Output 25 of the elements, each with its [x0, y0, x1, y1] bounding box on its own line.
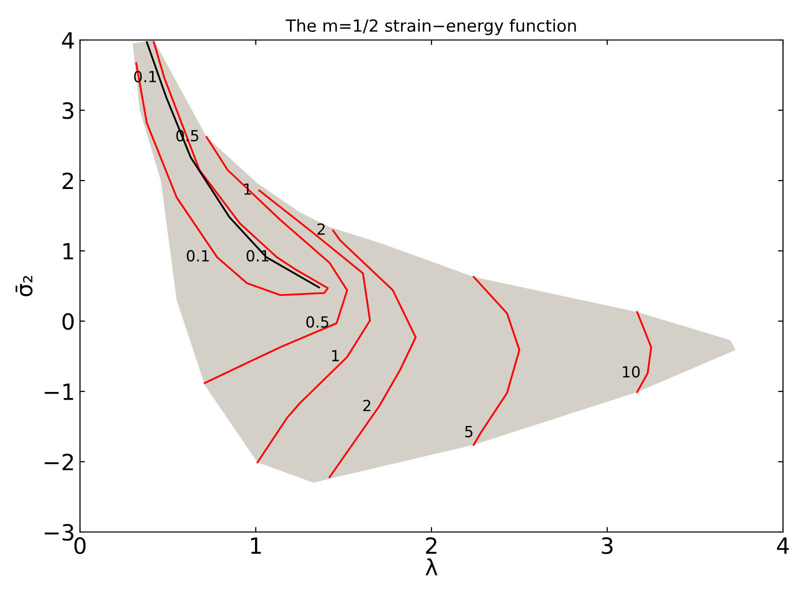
annotation: 2 — [363, 400, 370, 412]
line-series — [472, 276, 520, 446]
y-axis-title: σ̄₂ — [16, 276, 33, 296]
annotation: 0.1 — [186, 250, 209, 262]
annotation: 0.5 — [306, 316, 328, 328]
annotation: 2 — [318, 223, 325, 235]
y-tick-label: 0 — [62, 313, 74, 330]
x-axis-title: λ — [426, 558, 438, 576]
y-tick-label: 2 — [62, 172, 73, 190]
annotation: 10 — [622, 366, 640, 378]
y-tick-label: 1 — [63, 243, 74, 260]
x-tick-label: 0 — [74, 537, 86, 554]
annotation: 1 — [332, 350, 339, 362]
annotation: 5 — [465, 426, 472, 438]
x-tick-label: 4 — [777, 538, 789, 554]
line-series — [328, 230, 417, 478]
x-tick-label: 1 — [251, 538, 261, 554]
y-tick-label: 4 — [62, 32, 74, 48]
chart-title: The m=1/2 strain−energy function — [286, 19, 576, 36]
x-tick-label: 2 — [426, 537, 436, 554]
x-tick-label: 3 — [602, 537, 613, 554]
y-tick-label: −2 — [44, 454, 73, 470]
y-tick-label: 3 — [62, 102, 74, 120]
y-tick-label: −1 — [44, 384, 74, 400]
y-tick-label: −3 — [44, 524, 74, 541]
